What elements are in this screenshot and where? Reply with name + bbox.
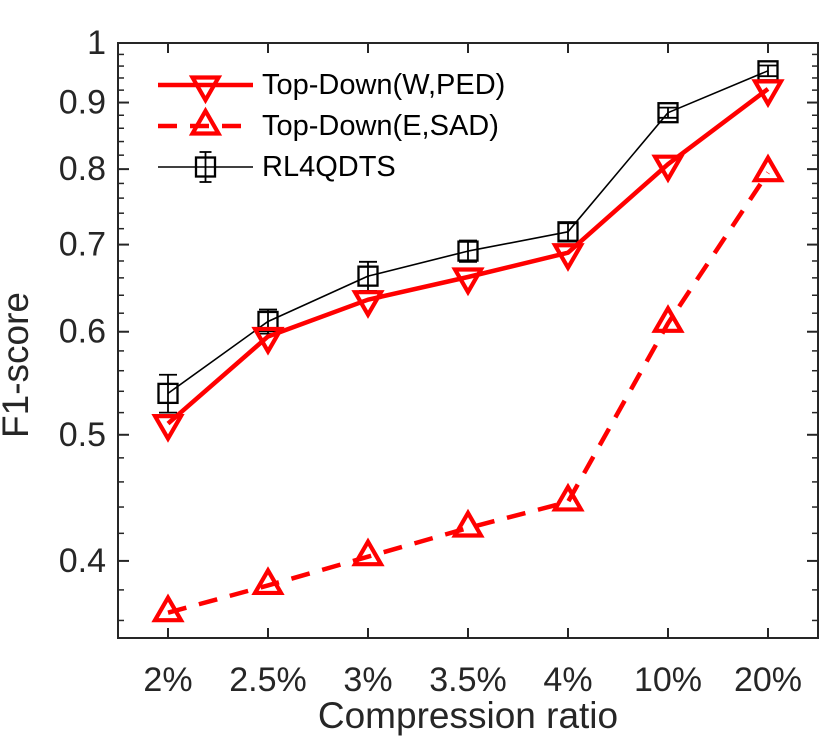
square-marker xyxy=(657,102,679,124)
square-marker xyxy=(157,382,179,405)
series-top-down-e-sad- xyxy=(151,153,785,623)
x-tick-label: 20% xyxy=(734,661,802,699)
y-tick-label: 0.5 xyxy=(59,416,106,454)
series-top-down-w-ped- xyxy=(151,79,785,443)
x-tick-label: 3% xyxy=(343,661,392,699)
y-tick-label: 0.6 xyxy=(59,313,106,351)
triangle-up-marker xyxy=(451,508,485,538)
x-ticks xyxy=(167,43,769,638)
y-tick-label: 0.9 xyxy=(59,84,106,122)
triangle-down-marker xyxy=(188,75,223,105)
square-marker xyxy=(557,221,579,243)
x-tick-label: 3.5% xyxy=(429,661,507,699)
triangle-up-marker xyxy=(151,593,185,623)
triangle-down-marker xyxy=(151,413,185,443)
triangle-up-marker xyxy=(188,106,223,136)
triangle-down-marker xyxy=(251,326,285,356)
y-axis-label: F1-score xyxy=(0,292,36,438)
y-tick-labels: 0.4 0.5 0.6 0.7 0.8 0.9 1 xyxy=(59,24,106,580)
x-tick-label: 4% xyxy=(543,661,592,699)
legend-label: Top-Down(W,PED) xyxy=(262,69,505,101)
x-tick-label: 2% xyxy=(143,661,192,699)
series-line xyxy=(167,70,769,395)
triangle-down-marker xyxy=(451,267,485,297)
square-marker xyxy=(194,156,217,178)
triangle-down-marker xyxy=(351,290,385,319)
triangle-up-marker xyxy=(251,566,285,596)
y-tick-label: 1 xyxy=(87,24,106,62)
triangle-up-marker xyxy=(551,482,585,512)
x-axis-label: Compression ratio xyxy=(318,695,618,736)
series-rl4qdts xyxy=(157,60,779,414)
legend-label: Top-Down(E,SAD) xyxy=(262,110,499,142)
x-tick-label: 2.5% xyxy=(229,661,307,699)
x-tick-labels: 2% 2.5% 3% 3.5% 4% 10% 20% xyxy=(143,661,802,699)
legend-item-top-down-e-sad-: Top-Down(E,SAD) xyxy=(158,106,499,142)
legend-item-top-down-w-ped-: Top-Down(W,PED) xyxy=(158,69,505,105)
y-tick-label: 0.4 xyxy=(59,542,106,580)
triangle-up-marker xyxy=(651,304,685,333)
triangle-up-marker xyxy=(751,153,785,183)
y-major-ticks xyxy=(118,42,818,562)
legend-item-rl4qdts: RL4QDTS xyxy=(158,151,396,183)
legend: Top-Down(W,PED) Top-Down(E,SAD) RL4QDTS xyxy=(158,69,505,183)
y-minor-ticks xyxy=(118,53,818,622)
y-tick-label: 0.8 xyxy=(59,150,106,188)
legend-label: RL4QDTS xyxy=(262,151,396,183)
series-line xyxy=(166,87,770,426)
series-line xyxy=(167,171,770,615)
triangle-down-marker xyxy=(551,243,585,272)
square-marker xyxy=(457,240,479,262)
triangle-down-marker xyxy=(751,79,785,109)
y-tick-label: 0.7 xyxy=(59,226,106,264)
x-tick-label: 10% xyxy=(634,661,702,699)
triangle-down-marker xyxy=(651,154,685,184)
square-marker xyxy=(357,265,379,287)
triangle-up-marker xyxy=(351,537,385,567)
